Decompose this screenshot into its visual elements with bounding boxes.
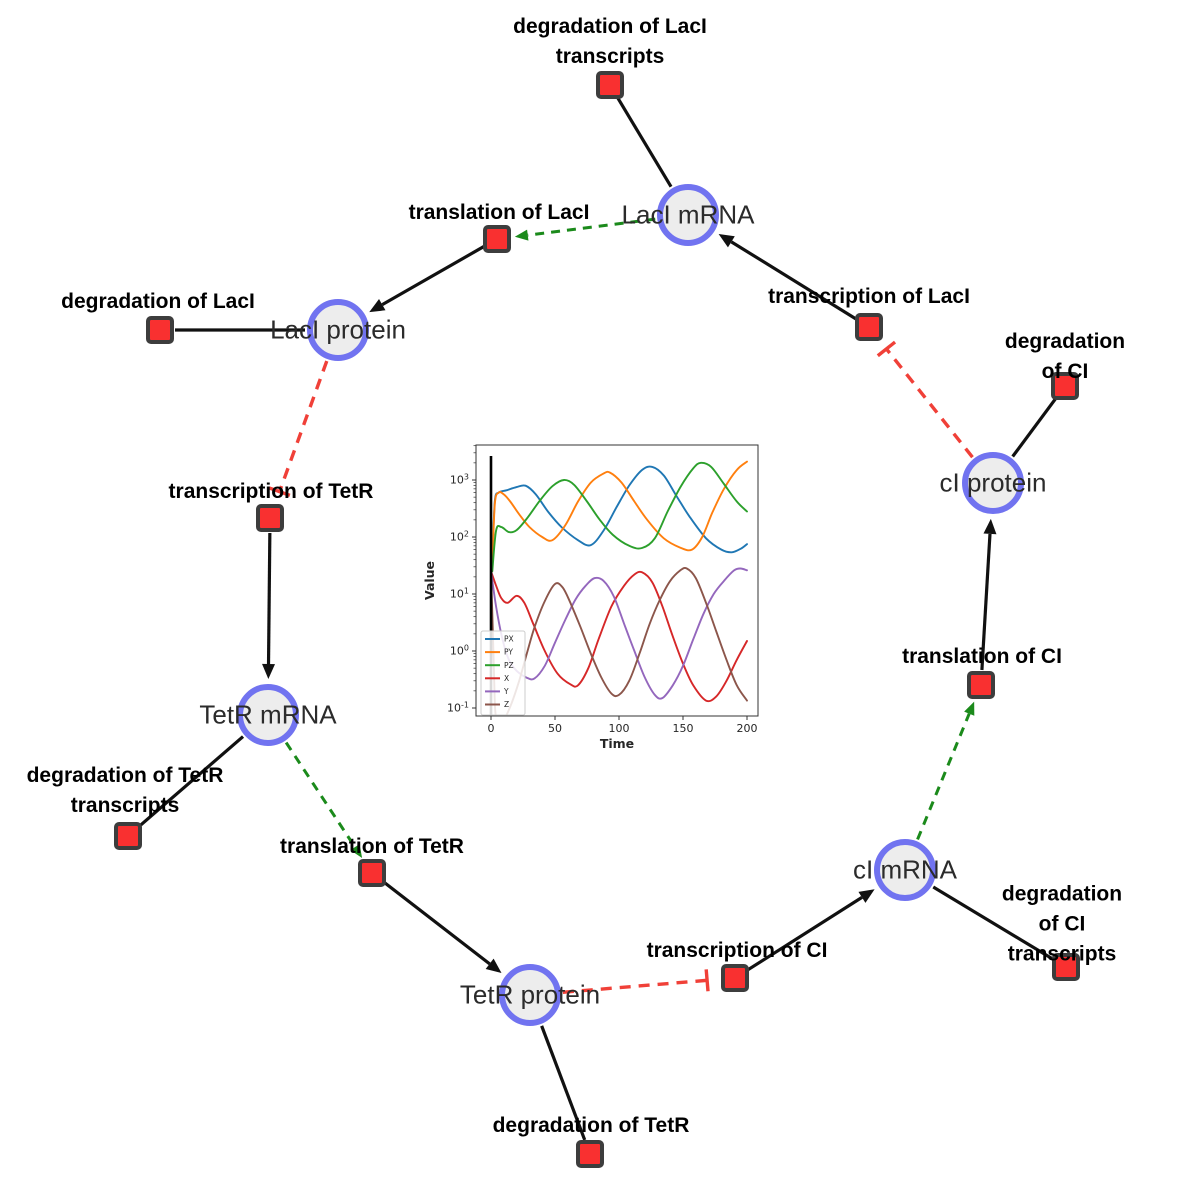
species-node-ci_protein[interactable] — [962, 452, 1024, 514]
species-node-ci_mrna[interactable] — [874, 839, 936, 901]
arrowhead-icon — [262, 663, 276, 680]
reaction-node-deg_tetr_transcripts[interactable] — [114, 822, 142, 850]
species-node-laci_mrna[interactable] — [657, 184, 719, 246]
reaction-label-transcription_tetr: transcription of TetR — [168, 480, 374, 504]
series-Z — [490, 567, 748, 715]
timecourse-chart: 0 50 100 150 20010-1100101102103TimeValuePXP… — [422, 444, 759, 751]
edge-transcription_tetr-tetr_mrna — [262, 532, 276, 680]
inhibition-tee-icon — [876, 340, 897, 358]
y-axis-title: Value — [423, 561, 437, 600]
x-tick-label: 200 — [737, 722, 758, 735]
edge-laci_mrna-deg_laci_transcripts — [616, 97, 673, 188]
modifier-arrowhead-icon — [514, 229, 529, 241]
reaction-node-transcription_laci[interactable] — [855, 313, 883, 341]
legend-label-X: X — [504, 674, 509, 683]
y-tick-label: 102 — [450, 530, 469, 544]
x-tick-label: 100 — [609, 722, 630, 735]
reaction-node-deg_ci[interactable] — [1051, 372, 1079, 400]
reaction-label-translation_ci: translation of CI — [902, 645, 1062, 669]
x-tick-label: 150 — [673, 722, 694, 735]
series-Y — [490, 567, 748, 700]
reaction-label-deg_ci: degradation of CI — [1004, 330, 1126, 383]
reaction-node-translation_ci[interactable] — [967, 671, 995, 699]
legend-label-PX: PX — [504, 635, 514, 644]
series-X — [490, 570, 748, 703]
edge-tetr_mrna-deg_tetr_transcripts — [138, 735, 245, 828]
reaction-node-translation_tetr[interactable] — [358, 859, 386, 887]
y-tick-label: 103 — [450, 473, 469, 487]
species-label-laci_mrna: LacI mRNA — [621, 199, 755, 230]
arrowhead-icon — [718, 233, 735, 248]
legend-label-Z: Z — [504, 700, 509, 709]
plot-frame — [475, 444, 759, 717]
edge-translation_tetr-tetr_protein — [382, 880, 502, 973]
legend-label-Y: Y — [503, 687, 509, 696]
reaction-label-deg_laci_transcripts: degradation of LacI transcripts — [513, 15, 707, 68]
series-PY — [491, 460, 748, 568]
edge-laci_protein-transcription_tetr — [268, 360, 329, 498]
reaction-label-transcription_ci: transcription of CI — [646, 939, 828, 963]
edge-tetr_mrna-translation_tetr — [284, 741, 363, 858]
y-tick-label: 10-1 — [447, 701, 469, 715]
x-tick-label: 50 — [548, 722, 562, 735]
reaction-label-translation_tetr: translation of TetR — [280, 835, 464, 859]
reaction-label-deg_ci_transcripts: degradation of CI transcripts — [1001, 882, 1123, 965]
legend-label-PZ: PZ — [504, 661, 514, 670]
legend: PX PY PZ XYZ — [480, 630, 526, 716]
modifier-arrowhead-icon — [964, 701, 975, 716]
series-PX — [491, 465, 748, 561]
edge-ci_protein-transcription_laci — [876, 340, 974, 459]
reaction-node-deg_ci_transcripts[interactable] — [1052, 953, 1080, 981]
arrowhead-icon — [485, 958, 502, 973]
reaction-node-deg_laci_transcripts[interactable] — [596, 71, 624, 99]
x-axis-title: Time — [600, 736, 634, 751]
y-tick-label: 100 — [450, 644, 469, 658]
reaction-node-translation_laci[interactable] — [483, 225, 511, 253]
reaction-label-transcription_laci: transcription of LacI — [768, 285, 970, 309]
species-label-ci_protein: cI protein — [939, 467, 1047, 498]
edge-tetr_protein-transcription_ci — [562, 969, 710, 994]
timecourse-chart-panel: 0 50 100 150 200 10-1 100 101 102 103 Time Value PX P… — [422, 428, 771, 773]
edge-transcription_ci-ci_mrna — [746, 889, 875, 972]
modifier-arrowhead-icon — [350, 844, 363, 858]
species-label-ci_mrna: cI mRNA — [853, 854, 957, 885]
edge-ci_mrna-translation_ci — [916, 701, 975, 841]
series-PZ — [491, 461, 748, 573]
species-node-tetr_mrna[interactable] — [237, 684, 299, 746]
reaction-node-deg_tetr[interactable] — [576, 1140, 604, 1168]
species-label-tetr_mrna: TetR mRNA — [199, 699, 337, 730]
y-tick-label: 101 — [450, 587, 469, 601]
edge-ci_protein-deg_ci — [1011, 397, 1058, 458]
reaction-label-deg_tetr_transcripts: degradation of TetR transcripts — [26, 764, 224, 817]
arrowhead-icon — [369, 299, 386, 313]
species-node-laci_protein[interactable] — [307, 299, 369, 361]
species-label-tetr_protein: TetR protein — [459, 979, 601, 1010]
edge-tetr_protein-deg_tetr — [540, 1025, 587, 1141]
reaction-label-deg_laci: degradation of LacI — [61, 290, 255, 314]
arrowhead-icon — [983, 518, 997, 535]
inhibition-tee-icon — [704, 969, 710, 992]
species-node-tetr_protein[interactable] — [499, 964, 561, 1026]
legend-label-PY: PY — [504, 648, 513, 657]
arrowhead-icon — [858, 889, 875, 903]
reaction-node-transcription_tetr[interactable] — [256, 504, 284, 532]
edge-translation_laci-laci_protein — [369, 245, 485, 313]
reaction-label-deg_tetr: degradation of TetR — [492, 1114, 690, 1138]
species-label-laci_protein: LacI protein — [270, 314, 406, 345]
edge-transcription_laci-laci_mrna — [718, 233, 858, 321]
edge-laci_mrna-translation_laci — [514, 217, 656, 241]
edge-translation_ci-ci_protein — [980, 518, 997, 671]
reaction-node-transcription_ci[interactable] — [721, 964, 749, 992]
x-tick-label: 0 — [488, 722, 495, 735]
edge-ci_mrna-deg_ci_transcripts — [932, 885, 1054, 961]
reaction-label-translation_laci: translation of LacI — [408, 201, 590, 225]
reaction-node-deg_laci[interactable] — [146, 316, 174, 344]
inhibition-tee-icon — [268, 486, 291, 498]
